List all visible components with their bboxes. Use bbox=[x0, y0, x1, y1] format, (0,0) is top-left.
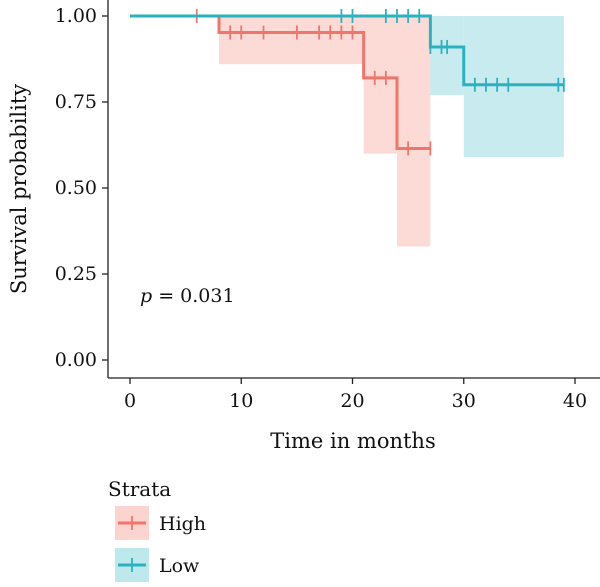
legend-label-low: Low bbox=[159, 555, 200, 577]
ci-band-low bbox=[463, 16, 564, 158]
legend-title: Strata bbox=[108, 477, 171, 501]
plot-area bbox=[130, 9, 565, 247]
legend-label-high: High bbox=[159, 513, 206, 535]
p-value-text: = 0.031 bbox=[152, 285, 234, 307]
ci-band-low bbox=[430, 16, 464, 96]
y-tick-label: 0.00 bbox=[55, 349, 97, 371]
ci-band-high bbox=[397, 16, 431, 247]
y-tick-label: 0.25 bbox=[55, 263, 97, 285]
y-tick-label: 1.00 bbox=[55, 5, 97, 27]
axes: 0.00 0.25 0.50 0.75 1.00 0 10 20 30 40 bbox=[55, 0, 600, 412]
ci-band-high bbox=[219, 16, 364, 65]
y-axis-title: Survival probability bbox=[7, 84, 31, 294]
ci-band-high bbox=[363, 16, 397, 154]
x-tick-label: 0 bbox=[124, 390, 136, 412]
p-value-annotation: p = 0.031 bbox=[140, 285, 235, 307]
x-tick-label: 10 bbox=[229, 390, 253, 412]
survival-line-high bbox=[130, 14, 431, 150]
legend: Strata High Low bbox=[108, 477, 206, 582]
x-tick-label: 30 bbox=[452, 390, 476, 412]
x-axis-title: Time in months bbox=[270, 429, 435, 453]
x-tick-label: 20 bbox=[340, 390, 364, 412]
y-tick-label: 0.75 bbox=[55, 91, 97, 113]
p-symbol: p bbox=[140, 285, 152, 307]
y-tick-label: 0.50 bbox=[55, 177, 97, 199]
x-tick-label: 40 bbox=[563, 390, 587, 412]
